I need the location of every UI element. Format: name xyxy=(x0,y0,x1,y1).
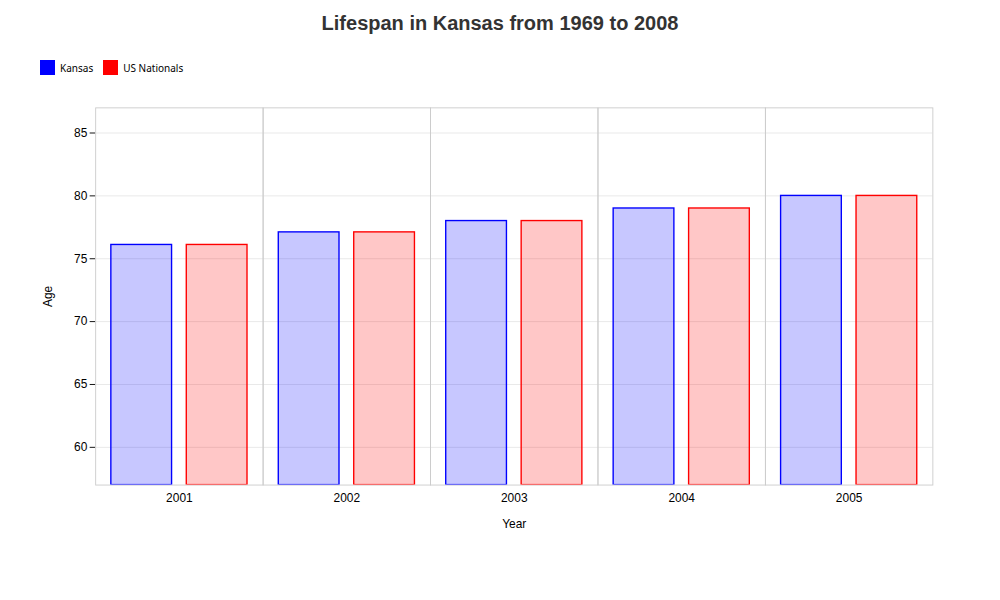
svg-text:2002: 2002 xyxy=(334,491,361,505)
svg-text:70: 70 xyxy=(74,314,88,328)
svg-text:Year: Year xyxy=(502,517,526,530)
svg-text:85: 85 xyxy=(74,126,88,140)
svg-text:75: 75 xyxy=(74,252,88,266)
html-text:US Nationals: US Nationals xyxy=(123,60,184,75)
svg-text:80: 80 xyxy=(74,189,88,203)
svg-text:60: 60 xyxy=(74,440,88,454)
html-text:Kansas: Kansas xyxy=(60,60,94,75)
svg-text:65: 65 xyxy=(74,377,88,391)
svg-text:Age: Age xyxy=(41,285,55,307)
svg-text:2004: 2004 xyxy=(668,491,695,505)
svg-text:2001: 2001 xyxy=(166,491,193,505)
html-text:Lifespan in Kansas from 1969 t: Lifespan in Kansas from 1969 to 2008 xyxy=(321,12,679,34)
svg-text:2003: 2003 xyxy=(501,491,528,505)
svg-text:2005: 2005 xyxy=(836,491,863,505)
